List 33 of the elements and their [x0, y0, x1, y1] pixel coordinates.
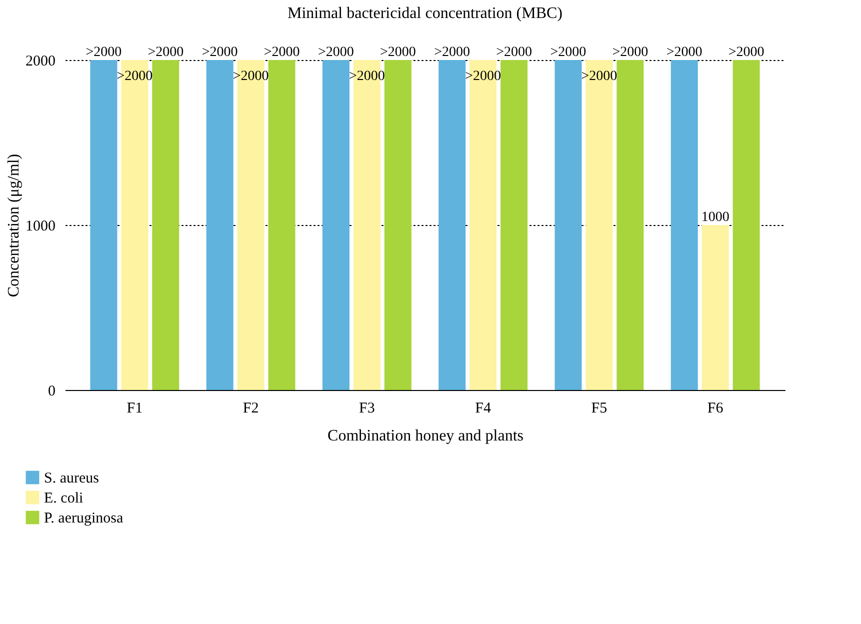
- data-label: >2000: [496, 45, 532, 60]
- data-label: >2000: [666, 45, 702, 60]
- data-label: >2000: [318, 45, 354, 60]
- legend-label: E. coli: [44, 490, 84, 506]
- y-axis-title: Concentration (μg/ml): [6, 154, 22, 298]
- data-label: >2000: [148, 45, 184, 60]
- data-label: >2000: [232, 69, 269, 84]
- data-label: >2000: [86, 45, 122, 60]
- data-label: >2000: [202, 45, 238, 60]
- data-label: 1000: [701, 210, 730, 225]
- data-label: >2000: [581, 69, 618, 84]
- data-label: >2000: [434, 45, 470, 60]
- x-tick-label: F4: [475, 400, 492, 416]
- x-tick-label: F6: [707, 400, 724, 416]
- data-label: >2000: [380, 45, 416, 60]
- chart-title: Minimal bactericidal concentration (MBC): [287, 5, 563, 22]
- data-label: >2000: [264, 45, 300, 60]
- y-tick-label: 1000: [26, 218, 56, 234]
- x-axis-title: Combination honey and plants: [328, 428, 524, 444]
- x-tick-label: F3: [359, 400, 375, 416]
- data-label: >2000: [348, 69, 385, 84]
- data-label: >2000: [465, 69, 502, 84]
- x-tick-label: F1: [126, 400, 143, 416]
- data-label: >2000: [612, 45, 648, 60]
- legend-label: S. aureus: [44, 470, 100, 486]
- y-tick-label: 0: [48, 384, 56, 400]
- y-tick-label: 2000: [26, 54, 56, 70]
- legend-label: P. aeruginosa: [44, 510, 124, 526]
- data-label: >2000: [550, 45, 586, 60]
- x-tick-label: F2: [242, 400, 259, 416]
- x-tick-label: F5: [591, 400, 608, 416]
- data-label: >2000: [728, 45, 764, 60]
- data-label: >2000: [116, 69, 153, 84]
